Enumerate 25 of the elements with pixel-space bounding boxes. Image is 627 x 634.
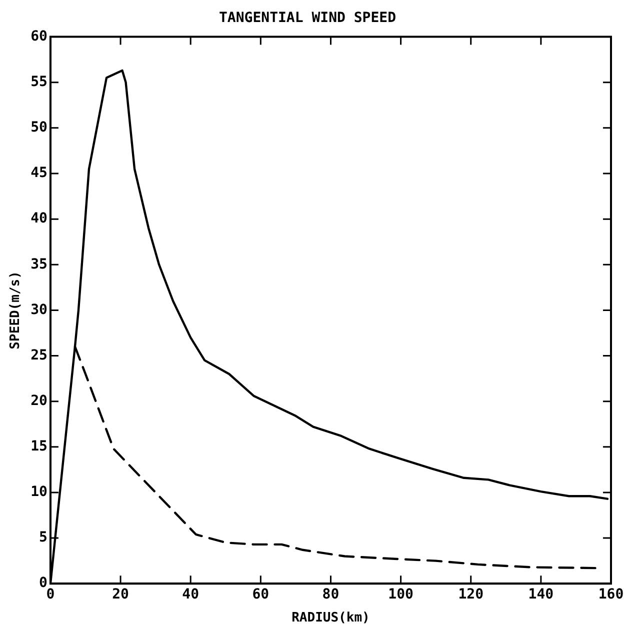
- y-tick-label: 45: [30, 165, 48, 182]
- x-tick-label: 40: [182, 586, 200, 603]
- y-tick-label: 5: [39, 530, 48, 546]
- y-tick-label: 10: [30, 484, 48, 500]
- line-series: [74, 346, 598, 570]
- y-tick-label: 20: [30, 392, 48, 409]
- x-tick-label: 60: [252, 586, 270, 603]
- y-tick-label: 0: [39, 575, 48, 592]
- y-tick-label: 25: [30, 347, 48, 364]
- y-tick-label: 60: [30, 28, 48, 44]
- x-tick-label: 160: [598, 586, 624, 603]
- y-tick-label: 30: [30, 302, 48, 318]
- x-tick-label: 120: [458, 586, 484, 603]
- y-tick-label: 15: [30, 438, 48, 455]
- y-tick-label: 35: [30, 256, 48, 272]
- y-tick-label: 40: [30, 210, 48, 227]
- x-tick-label: 100: [388, 586, 414, 603]
- x-tick-label: 140: [528, 586, 554, 603]
- x-tick-label: 80: [322, 586, 340, 603]
- y-tick-label: 50: [30, 120, 48, 136]
- x-tick-label: 20: [112, 586, 129, 603]
- y-tick-label: 55: [30, 74, 48, 90]
- y-axis-title: SPEED(m/s): [8, 271, 24, 350]
- chart-title: TANGENTIAL WIND SPEED: [218, 10, 396, 26]
- x-axis-title: RADIUS(km): [292, 610, 370, 626]
